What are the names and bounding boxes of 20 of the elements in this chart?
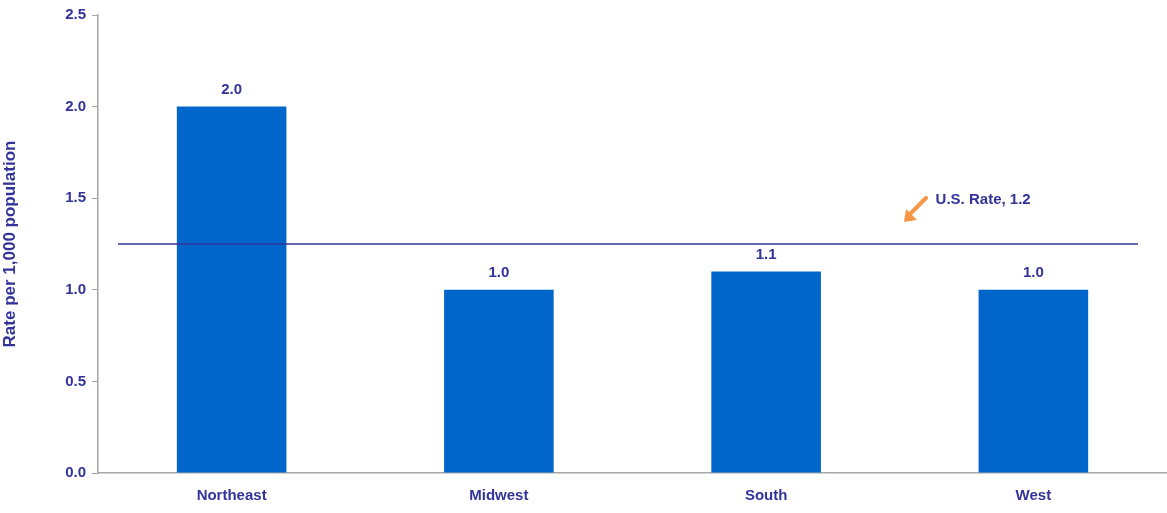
y-tick-label: 1.5: [65, 188, 86, 206]
data-label: 1.0: [1022, 263, 1044, 281]
bar: [711, 271, 821, 473]
data-label: 2.0: [221, 80, 243, 98]
data-label: 1.1: [755, 245, 777, 263]
y-tick-label: 1.0: [65, 279, 86, 297]
y-axis-title: Rate per 1,000 population: [0, 140, 19, 348]
y-tick-label: 2.5: [65, 5, 86, 23]
x-tick-label: Northeast: [196, 486, 267, 504]
ref-line-label: U.S. Rate, 1.2: [935, 190, 1031, 208]
bar: [444, 289, 554, 473]
x-tick-label: Midwest: [469, 486, 529, 504]
bar: [176, 106, 287, 473]
y-tick-label: 2.0: [65, 96, 86, 114]
y-tick-label: 0.5: [65, 371, 86, 389]
x-tick-label: South: [744, 486, 788, 504]
x-tick-label: West: [1015, 486, 1052, 504]
data-label: 1.0: [488, 263, 510, 281]
y-tick-label: 0.0: [65, 463, 86, 481]
bar: [978, 289, 1089, 473]
